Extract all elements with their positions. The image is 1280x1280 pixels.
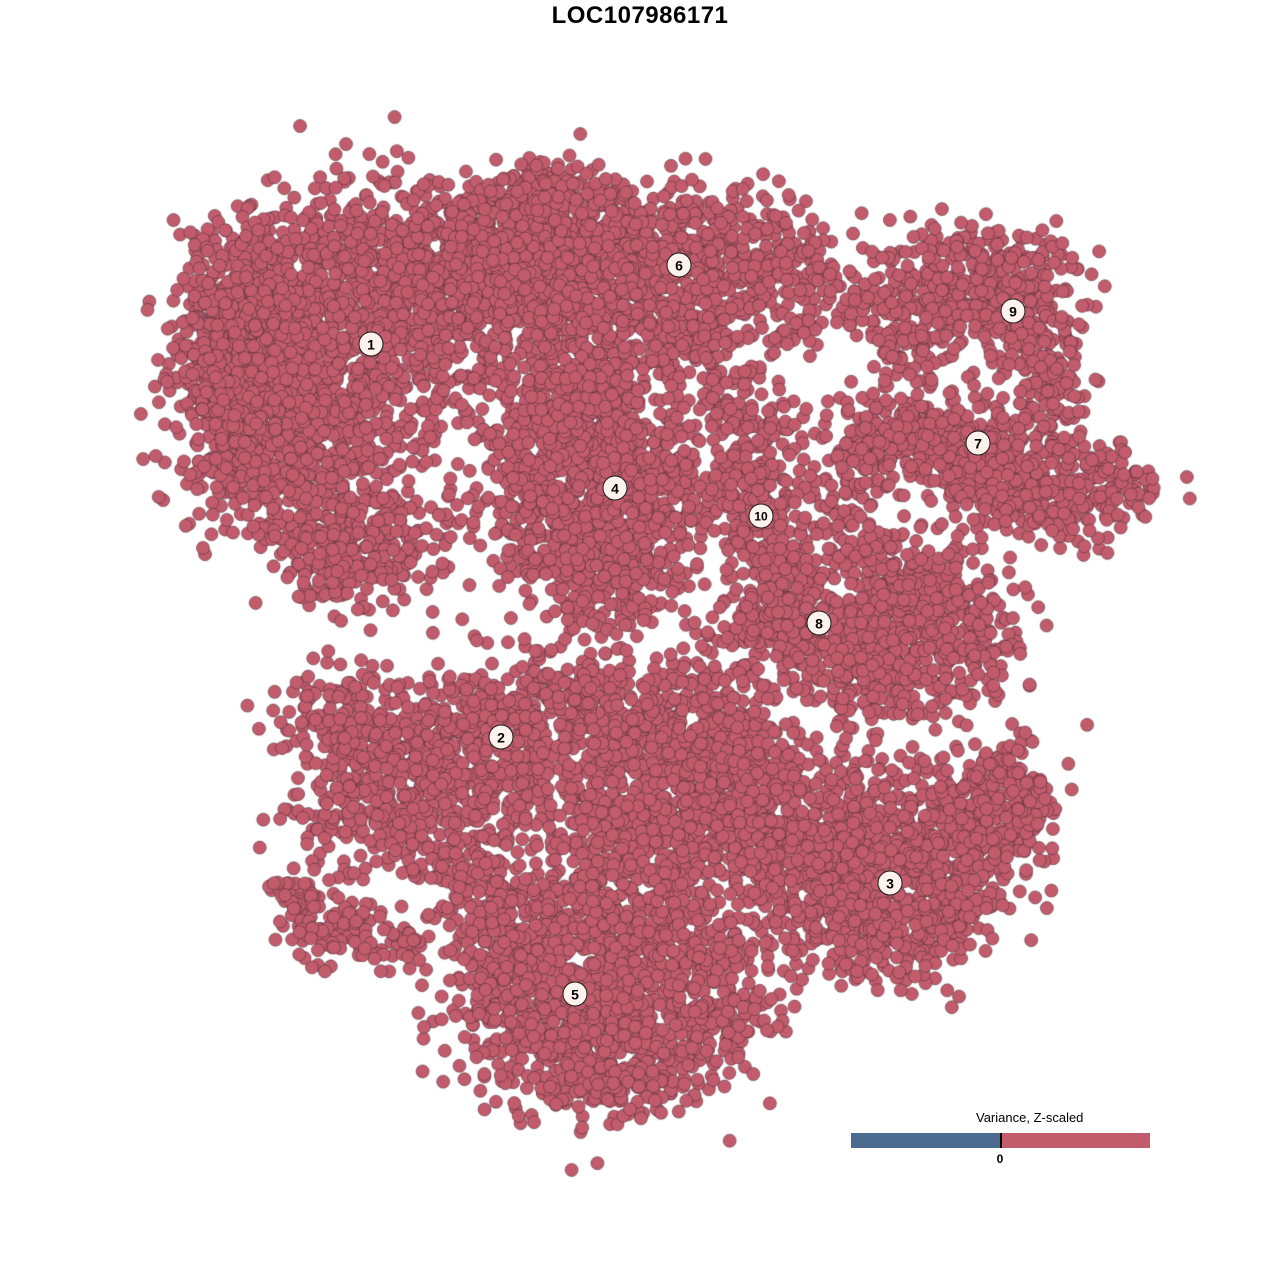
umap-scatter-canvas [0, 0, 1280, 1280]
